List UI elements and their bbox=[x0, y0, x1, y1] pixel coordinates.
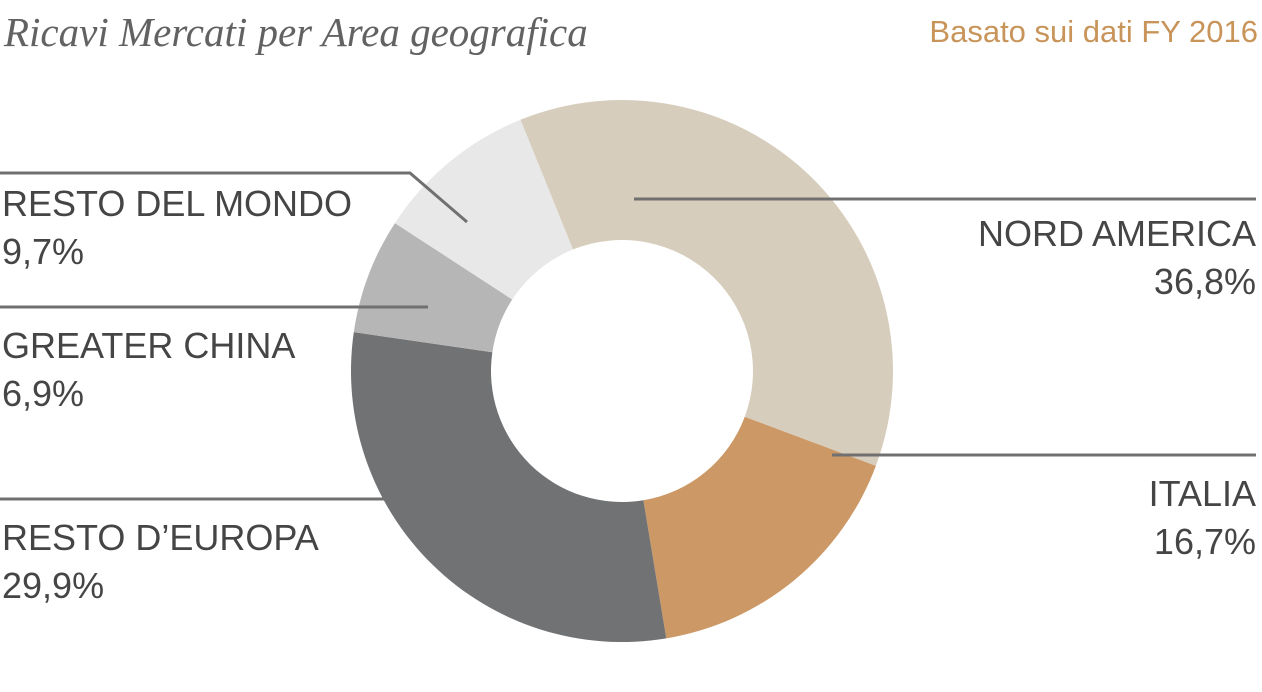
slice-value-label: 36,8% bbox=[1154, 261, 1256, 302]
slice-label: NORD AMERICA bbox=[978, 213, 1256, 254]
slice-value-label: 16,7% bbox=[1154, 521, 1256, 562]
slice-value-label: 29,9% bbox=[2, 565, 104, 606]
slices-layer bbox=[351, 100, 893, 642]
chart-subtitle: Basato sui dati FY 2016 bbox=[929, 14, 1258, 49]
leader-line bbox=[0, 171, 468, 224]
labels-layer: NORD AMERICA 36,8% ITALIA 16,7% RESTO D’EURO… bbox=[2, 183, 1256, 606]
slice-resto-d-europa bbox=[351, 332, 667, 642]
slice-italia bbox=[643, 416, 876, 639]
slice-nord-america bbox=[520, 100, 893, 466]
slice-value-label: 6,9% bbox=[2, 373, 84, 414]
slice-label: RESTO D’EUROPA bbox=[2, 517, 319, 558]
chart-title: Ricavi Mercati per Area geografica bbox=[4, 9, 588, 55]
leader-lines-layer bbox=[0, 171, 1256, 501]
slice-resto-del-mondo bbox=[394, 119, 573, 300]
slice-label: ITALIA bbox=[1149, 473, 1256, 514]
slice-label: RESTO DEL MONDO bbox=[2, 183, 352, 224]
slice-value-label: 9,7% bbox=[2, 231, 84, 272]
slice-greater-china bbox=[353, 223, 513, 353]
slice-label: GREATER CHINA bbox=[2, 325, 295, 366]
